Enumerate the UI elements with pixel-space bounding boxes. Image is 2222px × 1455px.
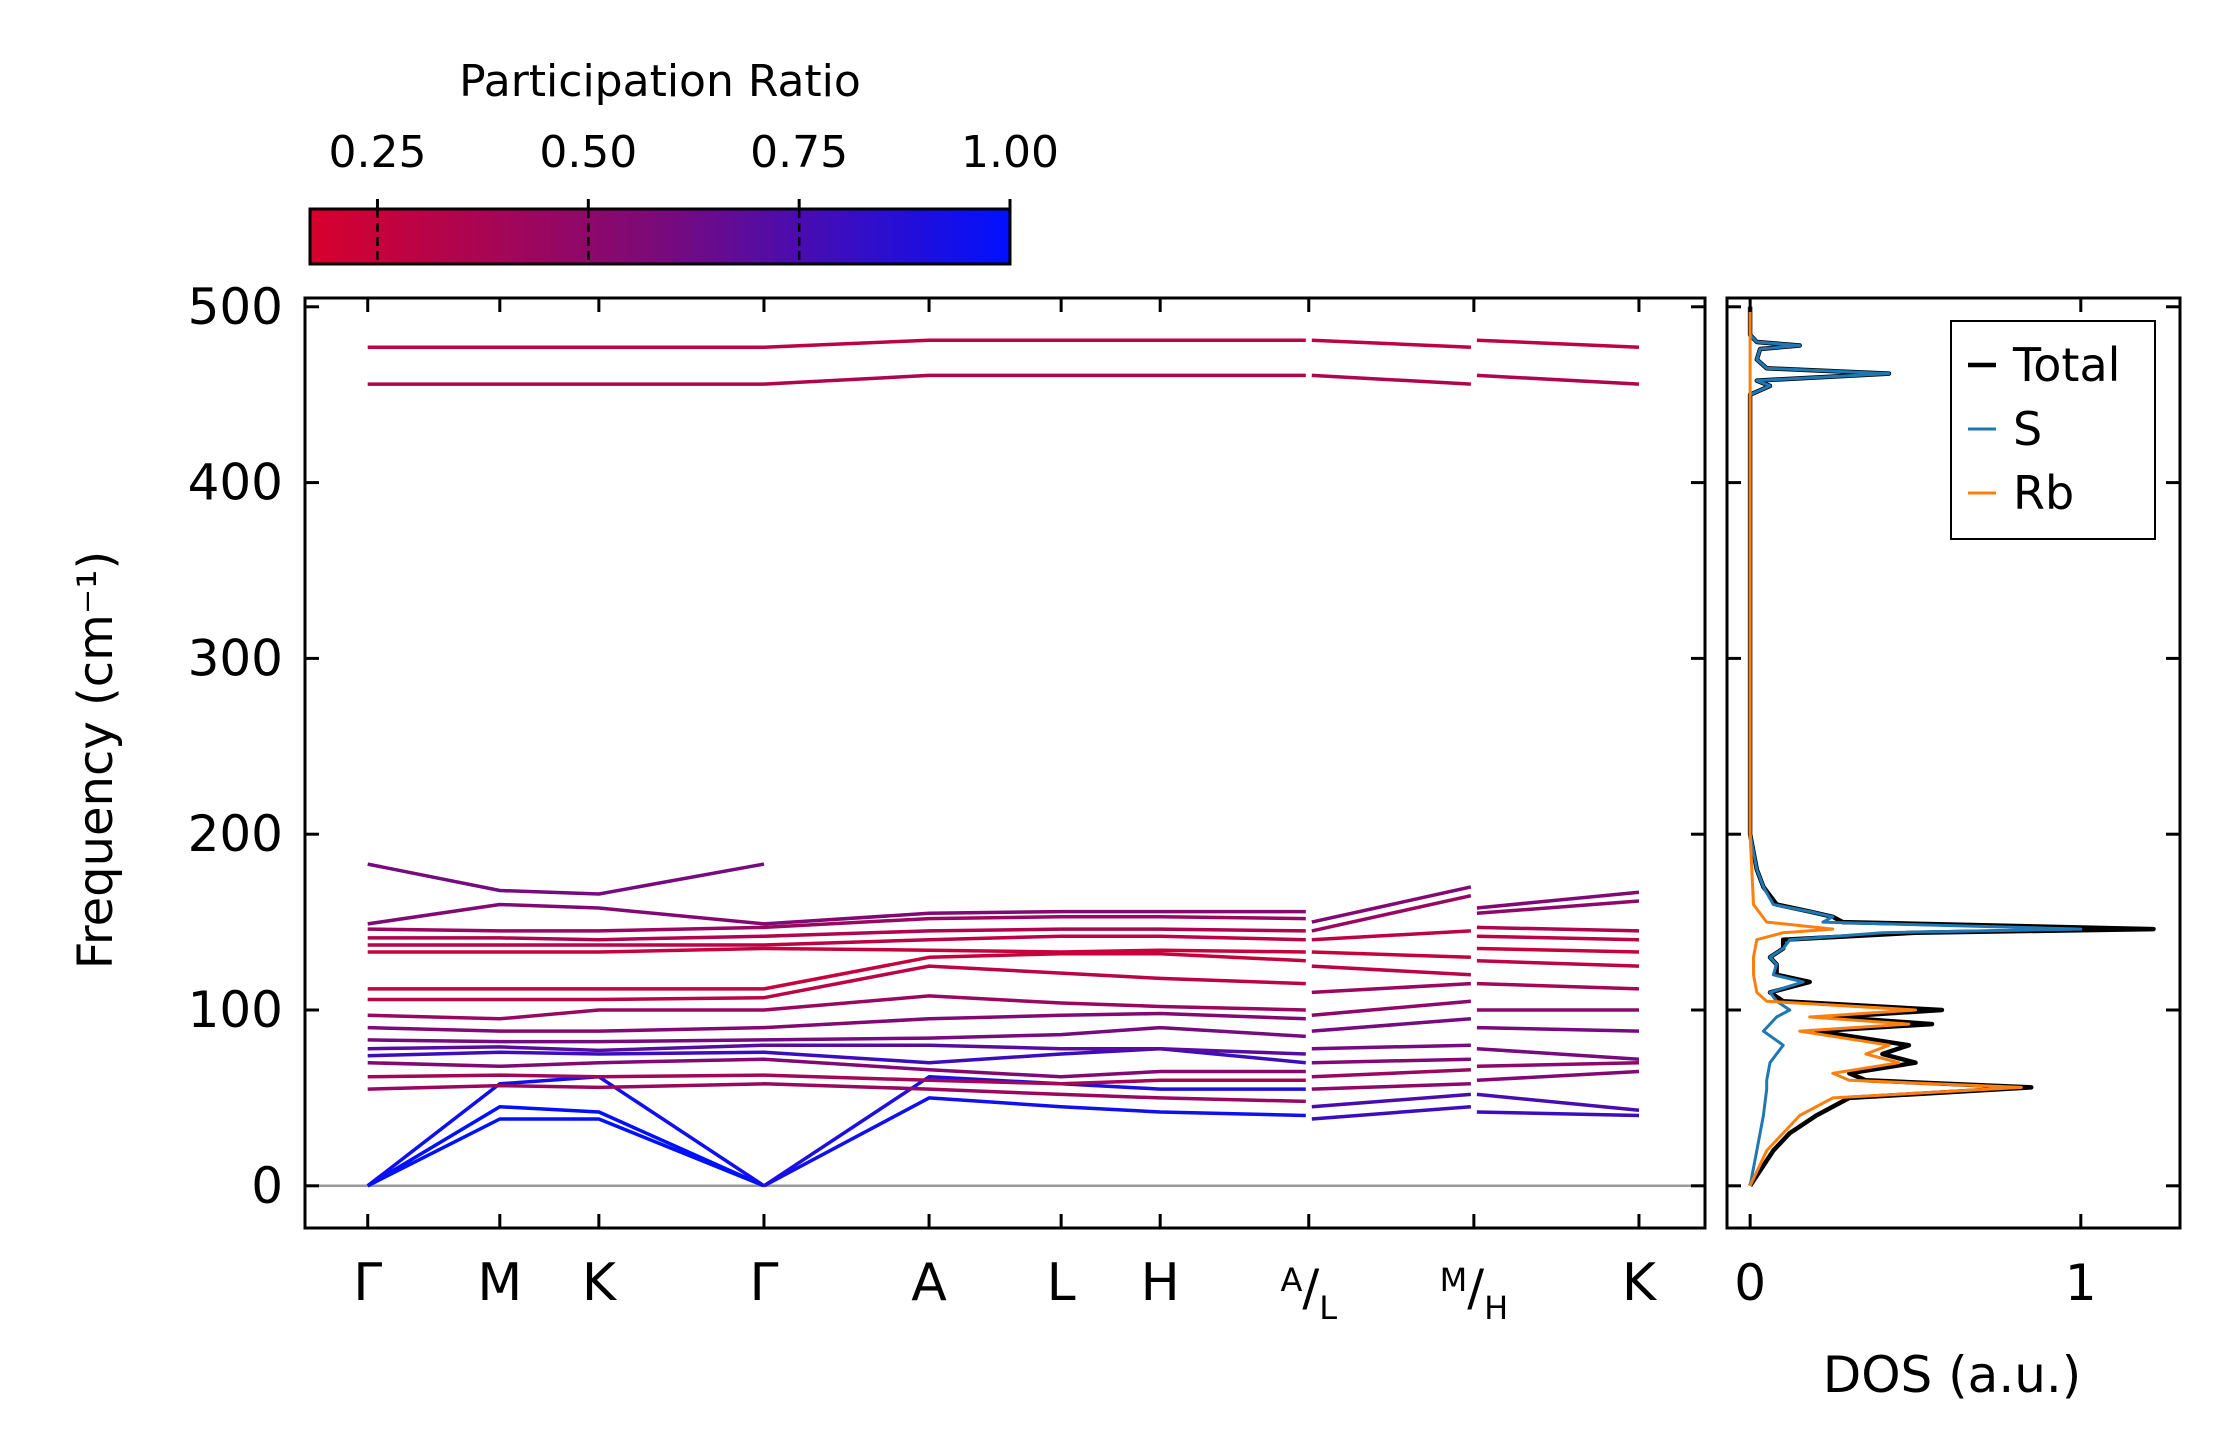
phonon-band-seg2-j (1311, 964, 1471, 977)
phonon-band-seg3-e (1476, 1046, 1640, 1061)
high-symmetry-label: K (582, 1253, 618, 1313)
phonon-band-seg2-e (1311, 1057, 1471, 1065)
phonon-band-acoustic-3 (366, 1075, 765, 1188)
phonon-band-mid-a (367, 1025, 1306, 1044)
phonon-band-mid-d (367, 964, 1306, 1002)
phonon-band-optic-top-1 (367, 338, 1306, 349)
phonon-band-seg3-k (1476, 934, 1640, 942)
phonon-band-seg3-n (1476, 890, 1640, 910)
phonon-band-optic-top-1c (1476, 338, 1640, 349)
phonon-band-seg2-n (1311, 885, 1472, 924)
phonon-band-seg2-i (1311, 981, 1471, 995)
high-symmetry-label: K (1622, 1253, 1658, 1313)
high-symmetry-label-upper: A (1280, 1261, 1302, 1299)
colorbar-tick-label: 0.75 (750, 127, 848, 178)
phonon-band-mid-c (367, 994, 1306, 1021)
phonon-band-acoustic-4 (763, 1096, 1306, 1188)
phonon-band-optic-top-1b (1311, 338, 1471, 349)
phonon-band-seg3-c (1476, 1069, 1640, 1083)
high-symmetry-label: Γ (749, 1253, 778, 1313)
high-symmetry-label-upper: M (1440, 1261, 1468, 1299)
phonon-band-acoustic-1 (366, 1117, 765, 1188)
dos-line-rb (1748, 306, 2023, 1187)
phonon-band-low-a (367, 1082, 1306, 1104)
legend-label-total: Total (2012, 338, 2120, 392)
phonon-band-seg2-c (1311, 1082, 1471, 1091)
phonon-band-mid-b (367, 1011, 1306, 1033)
band-y-axis-label: Frequency (cm⁻¹) (68, 551, 124, 969)
phonon-band-low-e (367, 1043, 1306, 1056)
band-ytick-label: 100 (188, 981, 283, 1039)
phonon-band-seg2-k (1311, 950, 1471, 960)
band-ytick-label: 400 (188, 454, 283, 512)
colorbar-tick-label: 0.25 (328, 127, 426, 178)
phonon-band-low-d (367, 1046, 1306, 1065)
phonon-band-acoustic-2 (366, 1104, 765, 1188)
high-symmetry-label-lower: H (1484, 1289, 1508, 1327)
band-y-axis-label-text: Frequency (cm⁻¹) (68, 551, 124, 969)
phonon-band-seg2-l (1311, 929, 1471, 942)
phonon-band-seg3-f (1476, 1025, 1640, 1033)
dos-xtick-label: 1 (2065, 1254, 2097, 1312)
phonon-band-hi-a (367, 946, 1306, 954)
band-ytick-label: 500 (188, 278, 283, 336)
high-symmetry-label: L (1047, 1253, 1076, 1313)
high-symmetry-label-lower: L (1319, 1289, 1337, 1327)
phonon-band-hi-f (367, 862, 765, 896)
high-symmetry-label: A/L (1280, 1259, 1337, 1327)
phonon-band-seg2-m (1311, 893, 1472, 933)
phonon-band-seg3-l (1476, 925, 1640, 933)
dos-x-axis-label: DOS (a.u.) (1823, 1346, 2082, 1404)
phonon-band-seg3-i (1476, 959, 1640, 968)
band-axes-frame (303, 296, 1707, 1230)
phonon-band-seg3-a (1476, 1110, 1640, 1118)
phonon-band-seg3-m (1476, 899, 1640, 916)
phonon-band-seg3-h (1476, 981, 1640, 991)
phonon-band-seg2-b (1311, 1092, 1472, 1109)
dos-panel: 0 1 DOS (a.u.) Total S Rb (1725, 296, 2182, 1404)
phonon-band-low-c (367, 1057, 1306, 1079)
phonon-band-optic-top-2c (1476, 373, 1640, 386)
band-ytick-label: 0 (251, 1157, 283, 1215)
phonon-band-hi-b (367, 934, 1306, 947)
phonon-band-low-b (367, 1073, 1306, 1086)
colorbar-title: Participation Ratio (459, 56, 861, 107)
legend-label-s: S (2013, 402, 2042, 456)
phonon-band-seg2-h (1311, 999, 1472, 1018)
phonon-band-seg3-j (1476, 946, 1640, 954)
dos-axes-frame (1725, 296, 2182, 1230)
phonon-band-optic-top-2 (367, 373, 1306, 386)
phonon-band-seg2-a (1311, 1104, 1472, 1121)
dos-legend: Total S Rb (1950, 320, 2156, 540)
phonon-band-seg3-b (1476, 1092, 1640, 1112)
phonon-band-seg2-g (1311, 1017, 1472, 1033)
dos-line-s (1748, 306, 2083, 1187)
phonon-band-seg2-d (1311, 1068, 1471, 1079)
high-symmetry-label: M (477, 1253, 522, 1313)
colorbar: Participation Ratio 0.25 0.50 0.75 1.00 (308, 56, 1059, 266)
band-ytick-label: 200 (188, 805, 283, 863)
phonon-band-mid-e (367, 951, 1306, 991)
legend-label-rb: Rb (2013, 466, 2074, 520)
phonon-band-seg2-f (1311, 1043, 1471, 1051)
high-symmetry-label: H (1141, 1253, 1180, 1313)
phonon-band-hi-c (367, 927, 1306, 942)
high-symmetry-label-slash: / (1467, 1259, 1484, 1317)
high-symmetry-label-slash: / (1302, 1259, 1319, 1317)
phonon-band-optic-top-2b (1311, 373, 1471, 386)
high-symmetry-label: M/H (1440, 1259, 1509, 1327)
band-ytick-label: 300 (188, 629, 283, 687)
phonon-band-hi-e (367, 902, 1306, 926)
colorbar-gradient (308, 207, 1012, 266)
high-symmetry-label: Γ (353, 1253, 382, 1313)
colorbar-tick-label: 1.00 (961, 127, 1059, 178)
high-symmetry-label: A (911, 1253, 947, 1313)
dos-xtick-label: 0 (1734, 1254, 1766, 1312)
phonon-band-hi-d (367, 915, 1306, 933)
colorbar-tick-label: 0.50 (539, 127, 637, 178)
phonon-band-seg3-d (1476, 1060, 1640, 1069)
